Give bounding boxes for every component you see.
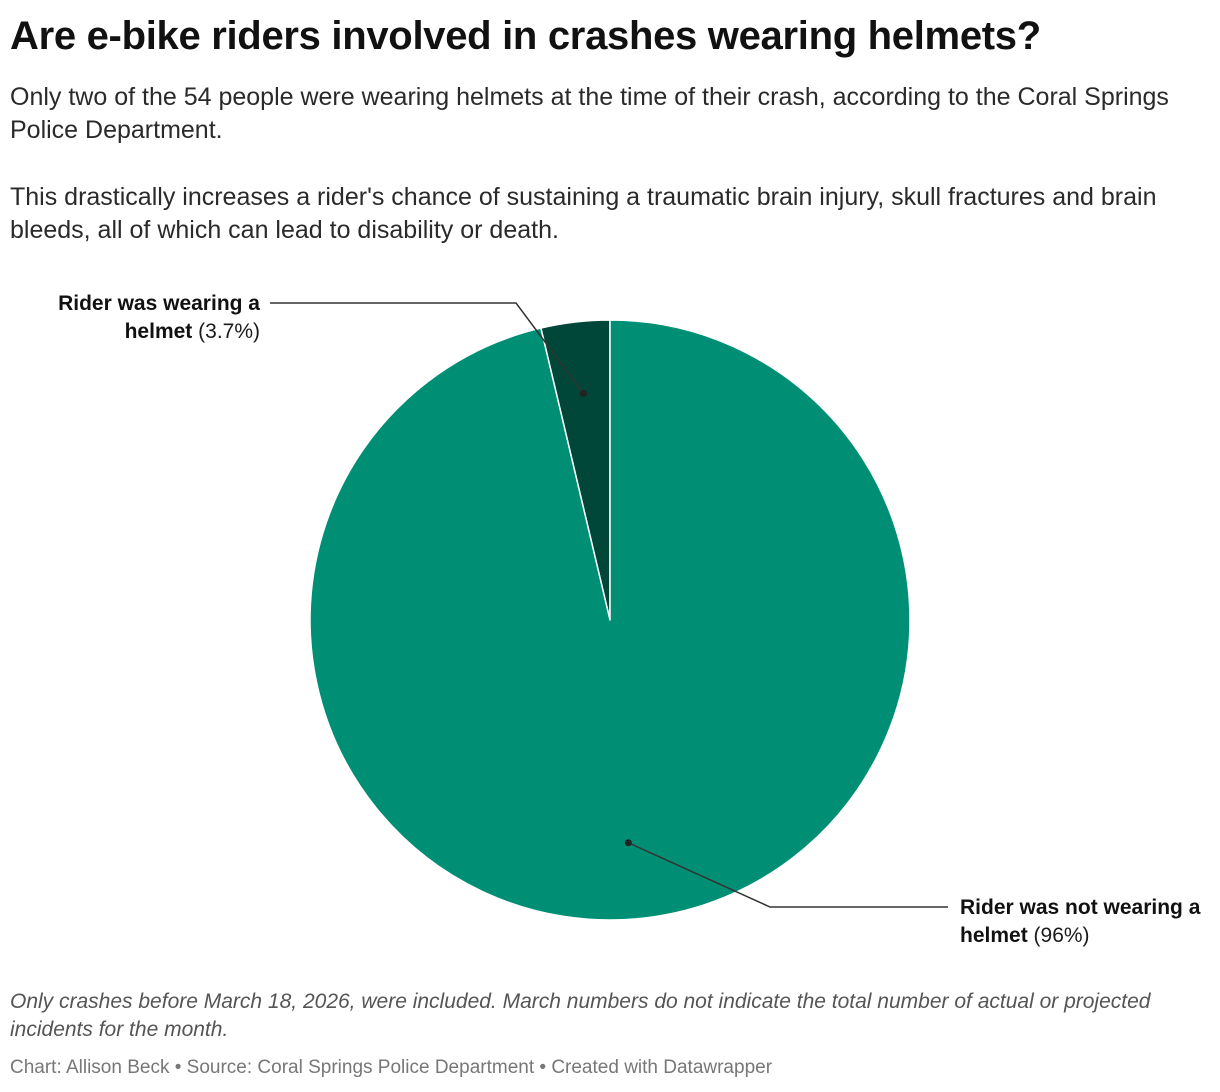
leader-dot-not-wearing-helmet [624,839,632,847]
pie-chart: Rider was wearing a helmet (3.7%) Rider … [0,270,1220,970]
chart-footer: Chart: Allison Beck • Source: Coral Spri… [10,1057,773,1078]
slice-label-wearing-helmet-percent: (3.7%) [198,320,260,343]
slice-label-wearing-helmet: Rider was wearing a helmet (3.7%) [20,290,260,346]
leader-dot-wearing-helmet [580,390,588,398]
slice-label-wearing-helmet-text: Rider was wearing a helmet [58,292,260,343]
slice-label-not-wearing-helmet-percent: (96%) [1033,924,1090,947]
leader-line-not-wearing-helmet [628,842,948,908]
slice-label-not-wearing-helmet-text: Rider was not wearing a helmet [960,896,1201,947]
pie-slice-not-wearing-helmet [309,319,911,921]
chart-notes: Only crashes before March 18, 2026, were… [10,990,1151,1041]
chart-title: Are e-bike riders involved in crashes we… [10,14,1041,58]
leader-line-wearing-helmet [270,302,585,394]
pie-chart-svg [270,302,948,921]
slice-label-not-wearing-helmet: Rider was not wearing a helmet (96%) [960,894,1210,950]
chart-description-secondary: This drastically increases a rider's cha… [10,183,1157,244]
chart-description: Only two of the 54 people were wearing h… [10,83,1169,144]
